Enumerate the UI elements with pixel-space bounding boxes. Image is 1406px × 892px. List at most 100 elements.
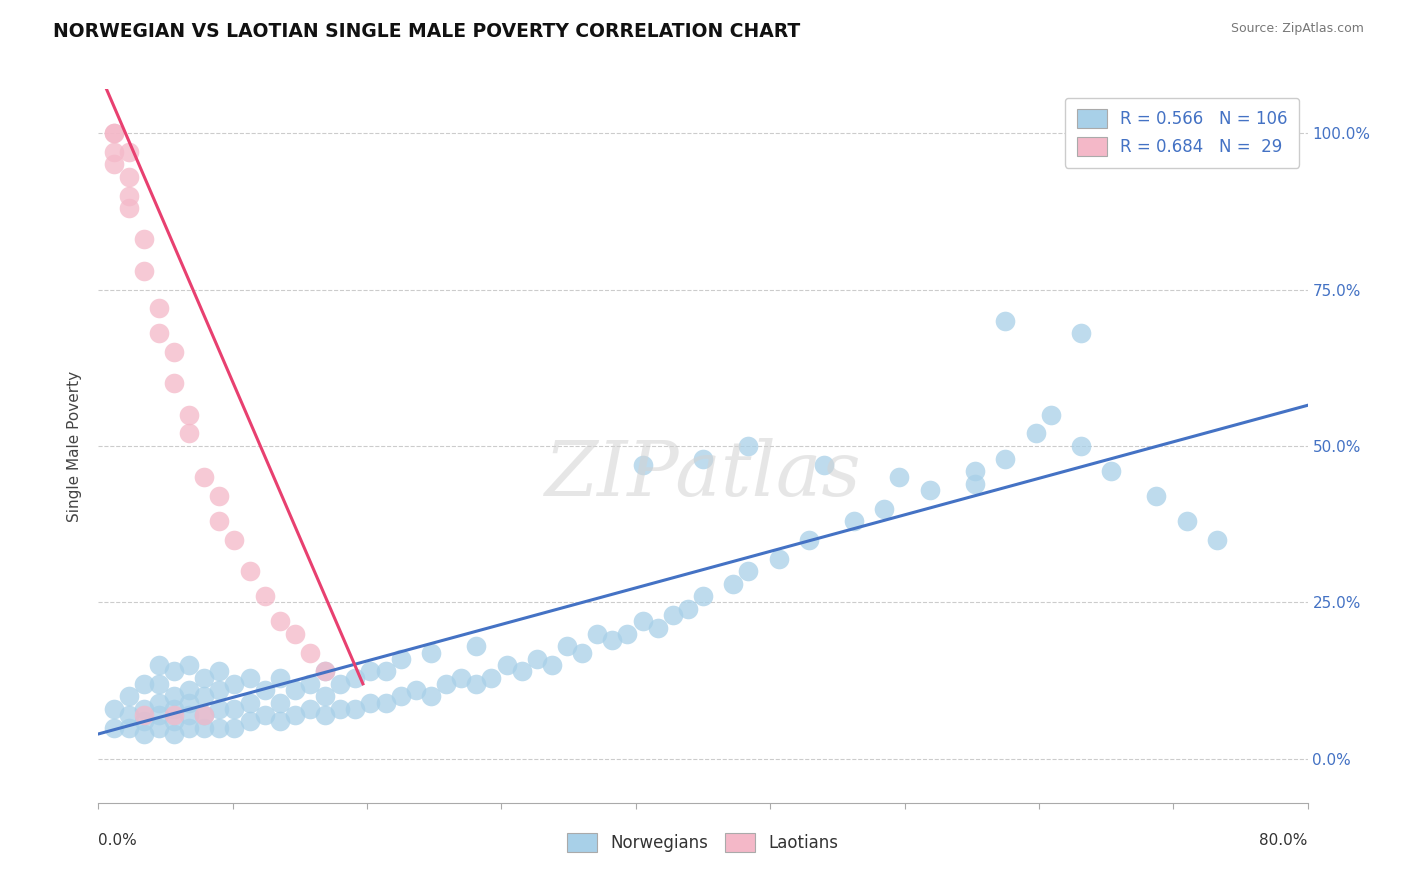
Point [284, 683, 307, 698]
Point [132, 702, 155, 716]
Point [118, 201, 141, 215]
Point [374, 696, 396, 710]
Point [965, 476, 987, 491]
Point [450, 671, 472, 685]
Point [132, 264, 155, 278]
Point [465, 640, 488, 654]
Point [269, 696, 291, 710]
Point [571, 646, 593, 660]
Point [163, 714, 186, 729]
Point [179, 683, 201, 698]
Point [193, 470, 215, 484]
Point [103, 721, 125, 735]
Point [118, 721, 141, 735]
Point [148, 658, 170, 673]
Point [481, 671, 503, 685]
Point [1024, 426, 1046, 441]
Point [103, 157, 125, 171]
Point [797, 533, 820, 547]
Point [163, 345, 186, 359]
Point [314, 665, 336, 679]
Point [239, 696, 262, 710]
Point [329, 702, 352, 716]
Point [179, 721, 201, 735]
Point [193, 690, 215, 704]
Point [118, 690, 141, 704]
Point [420, 646, 443, 660]
Point [299, 702, 322, 716]
Point [253, 589, 276, 603]
Point [1099, 464, 1122, 478]
Point [132, 677, 155, 691]
Point [1039, 408, 1062, 422]
Point [193, 708, 215, 723]
Point [344, 702, 367, 716]
Point [299, 677, 322, 691]
Point [103, 126, 125, 140]
Point [647, 621, 669, 635]
Point [889, 470, 911, 484]
Point [844, 514, 866, 528]
Point [179, 708, 201, 723]
Point [284, 627, 307, 641]
Point [148, 301, 170, 316]
Point [163, 702, 186, 716]
Point [148, 721, 170, 735]
Point [193, 721, 215, 735]
Point [224, 677, 246, 691]
Point [118, 145, 141, 159]
Point [540, 658, 562, 673]
Point [148, 677, 170, 691]
Point [193, 671, 215, 685]
Legend: Norwegians, Laotians: Norwegians, Laotians [561, 826, 845, 859]
Point [1144, 489, 1167, 503]
Y-axis label: Single Male Poverty: Single Male Poverty [67, 370, 83, 522]
Point [163, 665, 186, 679]
Point [994, 314, 1017, 328]
Point [118, 708, 141, 723]
Text: ZIPatlas: ZIPatlas [544, 438, 862, 511]
Point [208, 721, 231, 735]
Point [1070, 326, 1092, 341]
Point [389, 652, 412, 666]
Point [224, 721, 246, 735]
Point [586, 627, 609, 641]
Point [163, 708, 186, 723]
Point [768, 551, 790, 566]
Point [179, 408, 201, 422]
Point [132, 708, 155, 723]
Point [918, 483, 941, 497]
Point [253, 708, 276, 723]
Point [344, 671, 367, 685]
Point [269, 714, 291, 729]
Point [737, 439, 759, 453]
Point [510, 665, 533, 679]
Point [118, 169, 141, 184]
Point [994, 451, 1017, 466]
Point [465, 677, 488, 691]
Text: NORWEGIAN VS LAOTIAN SINGLE MALE POVERTY CORRELATION CHART: NORWEGIAN VS LAOTIAN SINGLE MALE POVERTY… [53, 22, 800, 41]
Point [692, 589, 714, 603]
Point [631, 614, 654, 628]
Point [239, 564, 262, 578]
Point [405, 683, 427, 698]
Point [132, 727, 155, 741]
Point [374, 665, 396, 679]
Point [661, 607, 683, 622]
Point [118, 188, 141, 202]
Point [676, 601, 699, 615]
Point [148, 326, 170, 341]
Point [132, 714, 155, 729]
Point [208, 514, 231, 528]
Point [269, 614, 291, 628]
Point [284, 708, 307, 723]
Point [360, 696, 382, 710]
Point [179, 426, 201, 441]
Text: 0.0%: 0.0% [98, 833, 138, 848]
Point [389, 690, 412, 704]
Point [163, 727, 186, 741]
Point [132, 232, 155, 246]
Point [526, 652, 548, 666]
Point [616, 627, 638, 641]
Point [723, 576, 745, 591]
